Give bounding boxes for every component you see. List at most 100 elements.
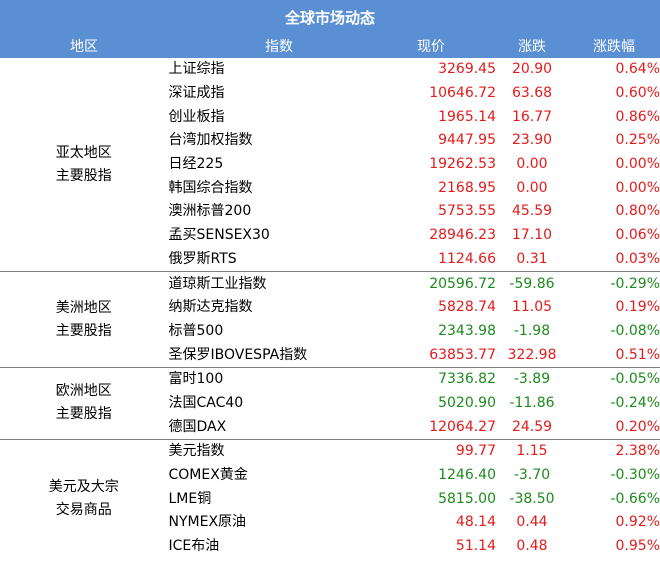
index-pct: 0.00% [615,156,660,173]
index-price: 2343.98 [438,322,496,339]
index-change: 63.68 [511,85,553,102]
index-name: NYMEX原油 [168,514,247,531]
index-name: 创业板指 [168,108,225,125]
table-row: 深证成指 10646.72 63.68 0.60% [0,82,660,106]
index-pct: -0.30% [610,467,660,484]
region-line2: 主要股指 [55,406,112,423]
region-line1: 亚太地区 [55,144,112,161]
header-price: 现价 [417,39,445,55]
table-row: ICE布油 51.14 0.48 0.95% [0,535,660,559]
index-price: 1246.40 [438,467,496,484]
index-name: 道琼斯工业指数 [168,275,267,292]
index-name: 法国CAC40 [168,394,244,411]
index-change: 16.77 [511,108,553,125]
index-price: 2168.95 [438,179,496,196]
index-change: 0.00 [516,179,548,196]
table-row: 日经225 19262.53 0.00 0.00% [0,153,660,177]
index-pct: -0.05% [610,371,660,388]
index-name: 上证综指 [168,61,225,78]
index-price: 9447.95 [438,132,496,149]
index-name: 台湾加权指数 [168,132,253,149]
index-name: 纳斯达克指数 [168,299,253,316]
index-price: 20596.72 [429,275,496,292]
table-row: COMEX黄金 1246.40 -3.70 -0.30% [0,464,660,488]
table-header: 地区 指数 现价 涨跌 涨跌幅 [0,34,660,58]
index-pct: 0.03% [568,247,660,273]
index-name: 标普500 [168,322,224,339]
index-name: 澳洲标普200 [168,203,252,220]
table-row: 德国DAX 12064.27 24.59 0.20% [0,415,660,441]
index-name: COMEX黄金 [168,467,248,484]
index-change: -3.89 [513,371,551,388]
table-row: LME铜 5815.00 -38.50 -0.66% [0,487,660,511]
index-change: 23.90 [511,132,553,149]
index-price: 7336.82 [438,371,496,388]
table-row: 标普500 2343.98 -1.98 -0.08% [0,320,660,344]
region-cell: 欧洲地区 主要股指 [0,367,169,441]
region-line2: 主要股指 [55,322,112,339]
header-change: 涨跌 [518,39,546,55]
index-change: -3.70 [513,467,551,484]
index-pct: 0.20% [568,415,660,441]
index-pct: 2.38% [615,443,660,460]
market-table: 亚太地区 主要股指 上证综指 3269.45 20.90 0.64% 深证成指 10646.7… [0,58,660,559]
table-row: 韩国综合指数 2168.95 0.00 0.00% [0,176,660,200]
index-name: 深证成指 [168,85,225,102]
index-price: 5815.00 [438,490,496,507]
index-pct: 0.92% [615,514,660,531]
index-name: LME铜 [168,490,212,507]
index-name: 德国DAX [168,415,366,441]
index-pct: 0.80% [615,203,660,220]
index-pct: 0.51% [568,343,660,368]
index-change: 1.15 [516,443,548,460]
index-change: 0.48 [516,538,548,555]
index-pct: 0.86% [615,108,660,125]
region-cell: 美元及大宗 交易商品 [0,439,169,559]
header-index: 指数 [265,39,293,55]
region-line1: 美元及大宗 [48,479,119,496]
index-pct: 0.19% [615,299,660,316]
index-price: 5020.90 [438,394,496,411]
index-pct: 0.25% [615,132,660,149]
table-row: 亚太地区 主要股指 上证综指 3269.45 20.90 0.64% [0,58,660,273]
index-change: -38.50 [509,490,555,507]
index-change: 24.59 [496,415,568,441]
index-price: 1965.14 [438,108,496,125]
index-name: 俄罗斯RTS [168,247,366,273]
table-row: 纳斯达克指数 5828.74 11.05 0.19% [0,296,660,320]
index-change: 45.59 [511,203,553,220]
index-price: 28946.23 [429,227,496,244]
index-price: 3269.45 [438,61,496,78]
index-pct: 0.95% [615,538,660,555]
table-row: 澳洲标普200 5753.55 45.59 0.80% [0,200,660,224]
index-name: 富时100 [168,371,224,388]
index-pct: -0.08% [610,322,660,339]
index-pct: 0.60% [615,85,660,102]
table-row: 孟买SENSEX30 28946.23 17.10 0.06% [0,224,660,248]
table-row: 法国CAC40 5020.90 -11.86 -0.24% [0,392,660,416]
index-change: -59.86 [509,275,555,292]
table-row: 台湾加权指数 9447.95 23.90 0.25% [0,129,660,153]
index-change: 0.31 [496,247,568,273]
region-line2: 主要股指 [55,167,112,184]
index-price: 10646.72 [429,85,496,102]
index-price: 63853.77 [366,343,496,368]
table-row: 美元及大宗 交易商品 美元指数 99.77 1.15 2.38% [0,439,660,559]
index-change: 11.05 [511,299,553,316]
table-row: 圣保罗IBOVESPA指数 63853.77 322.98 0.51% [0,343,660,368]
index-name: 韩国综合指数 [168,179,253,196]
index-name: 圣保罗IBOVESPA指数 [168,343,366,368]
table-row: NYMEX原油 48.14 0.44 0.92% [0,511,660,535]
index-pct: 0.06% [615,227,660,244]
index-change: 17.10 [511,227,553,244]
index-change: 0.44 [516,514,548,531]
index-pct: -0.24% [610,394,660,411]
table-row: 创业板指 1965.14 16.77 0.86% [0,105,660,129]
header-pct: 涨跌幅 [593,39,635,55]
panel-title: 全球市场动态 [0,0,660,34]
region-line1: 欧洲地区 [55,383,112,400]
region-line1: 美洲地区 [55,299,112,316]
index-price: 5753.55 [438,203,496,220]
index-price: 19262.53 [429,156,496,173]
